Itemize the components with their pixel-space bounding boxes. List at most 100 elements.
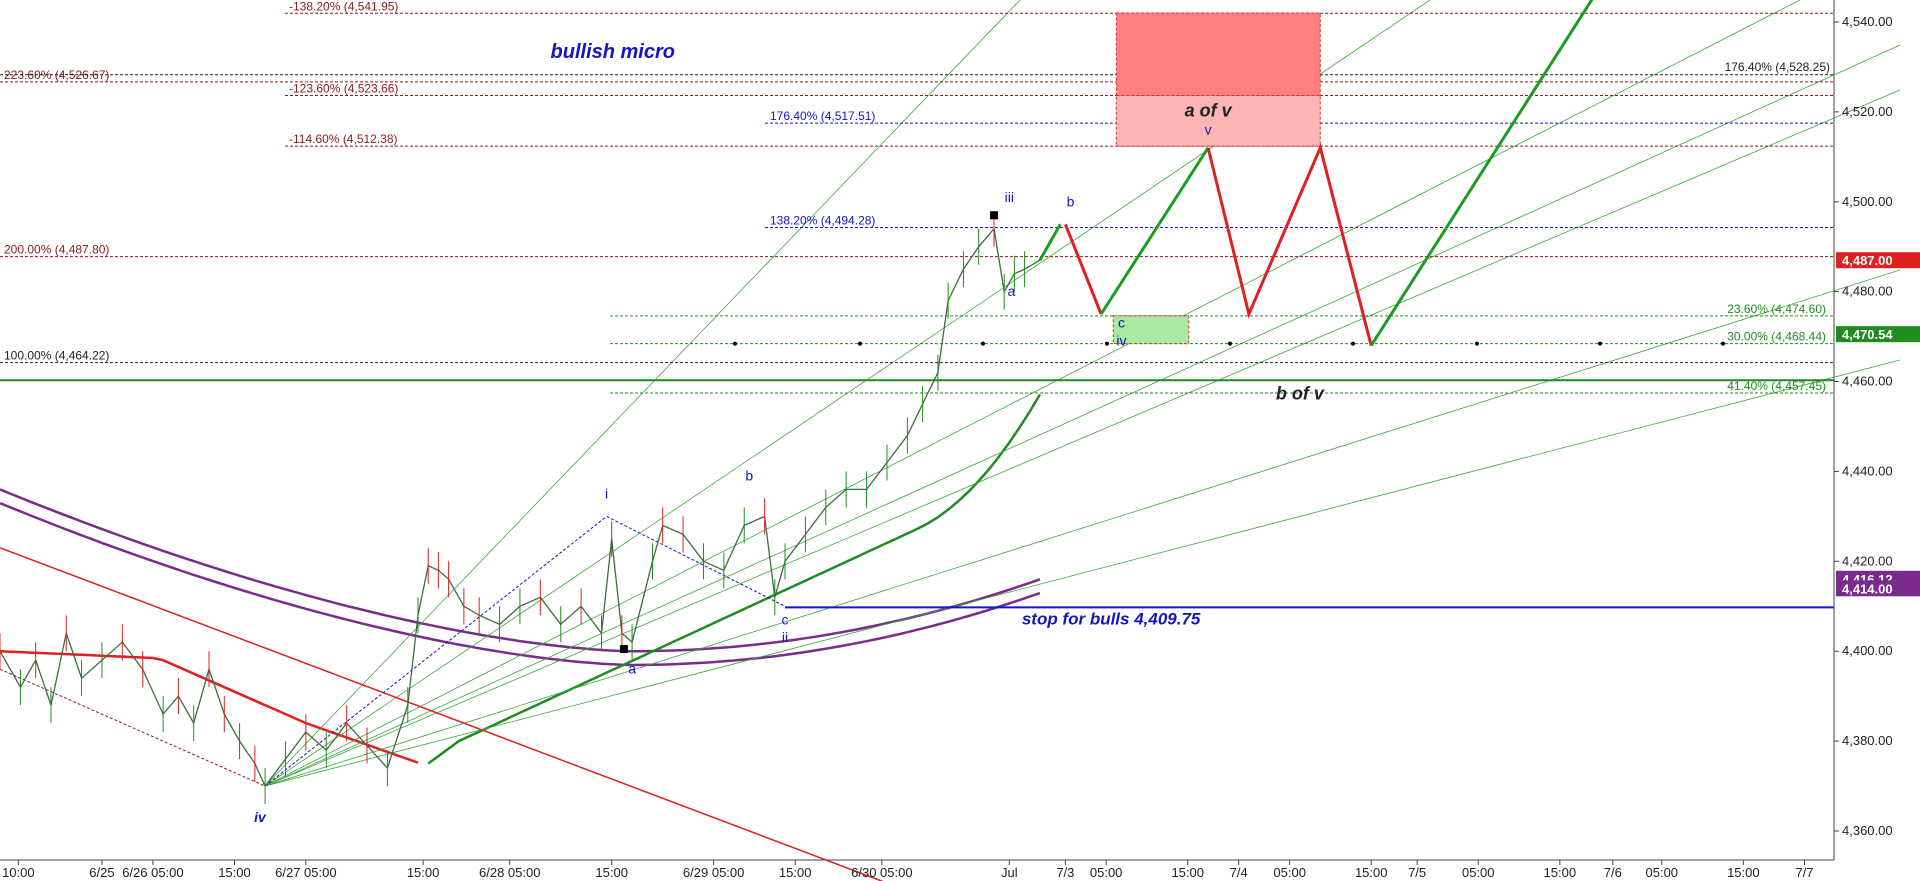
projection-up-green (1099, 146, 1210, 315)
fib-level-label: 100.00% (4,464.22) (4, 349, 109, 363)
fib-level-label: -138.20% (4,541.95) (289, 0, 398, 13)
x-tick-label: 15:00 (595, 865, 628, 880)
price-tag-box (1836, 252, 1920, 269)
level-marker-dot (1228, 341, 1232, 346)
fan-line (264, 44, 1901, 787)
annotation-a-of-v: a of v (1185, 100, 1233, 120)
x-tick-label: 05:00 (1462, 865, 1495, 880)
y-tick-label: 4,520.00 (1842, 104, 1893, 119)
level-marker-dot (1105, 341, 1109, 346)
y-tick-label: 4,540.00 (1842, 14, 1893, 29)
x-tick-label: 6/25 (89, 865, 114, 880)
x-tick-label: 6/26 05:00 (122, 865, 183, 880)
pivot-marker (619, 644, 628, 653)
y-tick-label: 4,500.00 (1842, 194, 1893, 209)
y-tick-label: 4,360.00 (1842, 823, 1893, 838)
wave-label: iv (1116, 333, 1126, 349)
pivot-marker (990, 211, 999, 220)
fib-level-blue-label: 138.20% (4,494.28) (770, 213, 875, 227)
x-tick-label: 05:00 (1273, 865, 1306, 880)
price-tag-label: 4,487.00 (1842, 253, 1893, 268)
fib-level-label: -114.60% (4,512.38) (289, 132, 398, 146)
fib-level-green-label: 23.60% (4,474.60) (1727, 302, 1826, 316)
wave-label: i (605, 485, 608, 501)
level-marker-dot (981, 341, 985, 346)
level-marker-dot (1721, 341, 1725, 346)
annotation-bullish-micro: bullish micro (551, 41, 675, 63)
fib-level-label: 200.00% (4,487.80) (4, 243, 109, 257)
annotation-b-of-v: b of v (1276, 384, 1325, 404)
wave-label: b (745, 467, 753, 483)
level-marker-dot (1351, 341, 1355, 346)
level-marker-dot (1598, 341, 1602, 346)
x-tick-label: 15:00 (1727, 865, 1760, 880)
moving-average-green (427, 393, 1041, 765)
y-tick-label: 4,440.00 (1842, 463, 1893, 478)
x-tick-label: 10:00 (2, 865, 35, 880)
y-tick-label: 4,460.00 (1842, 374, 1893, 389)
x-tick-label: 7/5 (1408, 865, 1426, 880)
wave-label: c (1118, 315, 1125, 331)
right-fib-label: 176.40% (4,528.25) (1725, 60, 1830, 74)
x-tick-label: 05:00 (1646, 865, 1679, 880)
x-tick-label: 15:00 (1544, 865, 1577, 880)
wave-i-line (264, 515, 607, 787)
fib-level-label: -123.60% (4,523.66) (289, 81, 398, 95)
support-zone-green (1112, 315, 1190, 345)
x-tick-label: 15:00 (1355, 865, 1388, 880)
level-marker-dot (1475, 341, 1479, 346)
fib-level-green-label: 30.00% (4,468.44) (1727, 330, 1826, 344)
x-tick-label: Jul (1001, 865, 1018, 880)
trendline-red (0, 547, 884, 881)
trendline-lower-dashed (0, 668, 266, 787)
target-zone-light-red (1115, 94, 1321, 147)
wave-label: b (1067, 193, 1075, 209)
wave-label: ii (782, 629, 788, 645)
wave-label: a (628, 661, 636, 677)
x-tick-label: 7/4 (1230, 865, 1248, 880)
projection-up-green (1369, 0, 1594, 347)
fan-line (264, 89, 1901, 787)
x-tick-label: 15:00 (407, 865, 440, 880)
wave-label: c (782, 611, 789, 627)
wave-label: a (1007, 283, 1015, 299)
moving-average-purple-upper (0, 488, 1041, 653)
y-tick-label: 4,420.00 (1842, 553, 1893, 568)
wave-label: v (1205, 121, 1212, 137)
plot-background (0, 0, 1834, 860)
projection-down-red (1064, 223, 1103, 315)
price-tag-label: 4,414.00 (1842, 581, 1893, 596)
fan-line (264, 359, 1901, 787)
wave-label: iii (1005, 189, 1014, 205)
y-tick-label: 4,380.00 (1842, 733, 1893, 748)
price-tag-label: 4,470.54 (1842, 327, 1893, 342)
moving-average-purple-lower (0, 502, 1041, 667)
annotation-stop-for-bulls: stop for bulls 4,409.75 (1022, 609, 1201, 628)
x-tick-label: 7/3 (1056, 865, 1074, 880)
fib-level-blue-label: 176.40% (4,517.51) (770, 109, 875, 123)
fib-level-green-label: 41.40% (4,457.45) (1727, 379, 1826, 393)
x-tick-label: 6/27 05:00 (275, 865, 336, 880)
price-tag-box (1836, 580, 1920, 597)
y-tick-label: 4,480.00 (1842, 284, 1893, 299)
projection-down-red (1206, 143, 1373, 346)
x-tick-label: 15:00 (779, 865, 812, 880)
x-tick-label: 6/28 05:00 (479, 865, 540, 880)
price-series-line (0, 227, 1041, 788)
price-tag-box (1836, 326, 1920, 343)
x-tick-label: 6/30 05:00 (851, 865, 912, 880)
x-tick-label: 15:00 (1171, 865, 1204, 880)
level-marker-dot (858, 341, 862, 346)
fan-line (264, 269, 1901, 787)
x-tick-label: 7/6 (1604, 865, 1622, 880)
x-tick-label: 7/7 (1795, 865, 1813, 880)
x-tick-label: 15:00 (218, 865, 251, 880)
target-zone-red (1115, 12, 1321, 96)
y-tick-label: 4,400.00 (1842, 643, 1893, 658)
wave-ii-line (606, 515, 786, 607)
wave-label: iv (254, 809, 267, 825)
projection-up-green (1038, 223, 1062, 261)
x-tick-label: 6/29 05:00 (683, 865, 744, 880)
